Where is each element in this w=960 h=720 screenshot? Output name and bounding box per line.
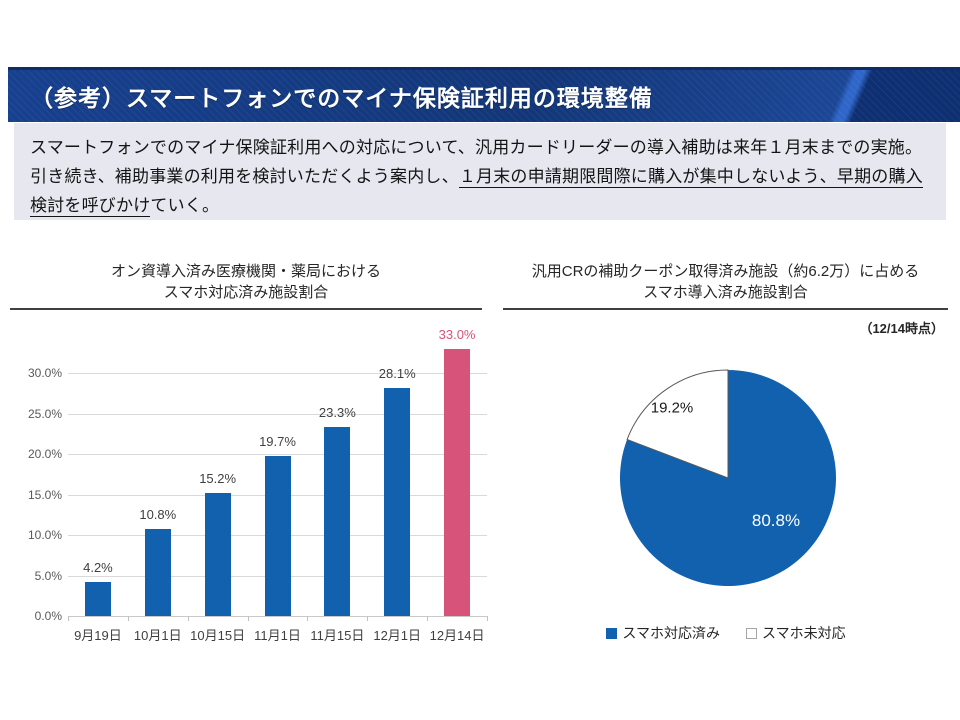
pie-label-major: 80.8% [751,511,801,530]
x-axis-category-label: 11月1日 [254,628,301,643]
y-axis-tick-label: 15.0% [27,487,62,502]
bar-value-label: 15.2% [199,470,237,486]
pie-chart: 19.2% 80.8% [618,368,838,588]
bar-12月14日 [444,348,471,616]
bar-value-label: 23.3% [318,405,356,421]
bar-10月1日 [144,528,171,616]
bar-12月1日 [384,388,411,616]
legend-item-not-ready: スマホ未対応 [746,623,846,643]
x-axis-tick [367,616,369,621]
summary-line-1: スマートフォンでのマイナ保険証利用への対応について、汎用カードリーダーの導入補助… [30,138,923,157]
bar-value-label: 28.1% [378,366,416,382]
y-axis-tick-label: 5.0% [34,568,62,583]
legend-swatch-empty-icon [746,627,757,639]
x-axis-category-label: 9月19日 [74,628,122,643]
x-axis-category-label: 10月15日 [190,628,246,643]
pie-chart-title-rule [503,308,948,310]
summary-box: スマートフォンでのマイナ保険証利用への対応について、汎用カードリーダーの導入補助… [14,123,946,220]
bar-11月1日 [264,456,291,616]
gridline [68,616,487,617]
gridline [68,413,487,415]
x-axis-tick [307,616,309,621]
x-axis-category-label: 11月15日 [310,628,365,643]
x-axis-category-label: 12月14日 [429,628,485,643]
x-axis-tick [127,616,129,621]
summary-line-2: 引き続き、補助事業の利用を検討いただくよう案内し、１月末の申請期限間際に購入が集… [30,167,923,188]
pie-svg [619,369,836,586]
pie-legend: スマホ対応済み スマホ未対応 [505,620,947,646]
gridline [68,454,487,455]
bar-chart-title: オン資導入済み医療機関・薬局における スマホ対応済み施設割合 [110,263,381,301]
x-axis-category-label: 10月1日 [133,628,182,643]
summary-underlined-text: １月末の申請期限間際に購入が集中しないよう、早期の購入 [458,167,923,188]
as-of-date-label: （12/14時点） [859,321,944,336]
y-axis-tick-label: 0.0% [34,609,62,623]
bar-value-label: 19.7% [259,434,296,450]
x-axis-category-label: 12月1日 [373,628,422,643]
y-axis-tick-label: 30.0% [27,366,62,380]
x-axis-tick [187,616,189,621]
y-axis-tick-label: 20.0% [27,447,62,461]
legend-swatch-filled-icon [606,627,618,639]
bar-9月19日 [84,581,111,616]
y-axis-tick-label: 25.0% [27,406,62,421]
x-axis-tick [487,616,488,621]
bar-value-label: 4.2% [83,559,113,575]
header-bar: （参考）スマートフォンでのマイナ保険証利用の環境整備 [8,67,960,122]
bar-10月15日 [204,492,231,616]
legend-item-ready: スマホ対応済み [606,623,720,643]
summary-line-3: 検討を呼びかけていく。 [30,196,220,217]
bar-chart-title-rule [10,308,482,310]
y-axis-tick-label: 10.0% [27,528,62,542]
bar-value-label: 10.8% [139,506,177,522]
pie-slice-スマホ未対応 [626,369,729,479]
x-axis-tick [247,616,249,621]
pie-label-minor: 19.2% [650,399,694,417]
x-axis-tick [68,616,69,621]
gridline [68,373,487,374]
bar-value-label: 33.0% [438,326,476,342]
pie-chart-title: 汎用CRの補助クーポン取得済み施設（約6.2万）に占める スマホ導入済み施設割合 [531,263,920,301]
summary-underlined-text: 検討を呼びかけ [30,196,151,217]
bar-11月15日 [324,427,351,616]
x-axis-tick [427,616,429,621]
page-title: （参考）スマートフォンでのマイナ保険証利用の環境整備 [30,85,653,111]
